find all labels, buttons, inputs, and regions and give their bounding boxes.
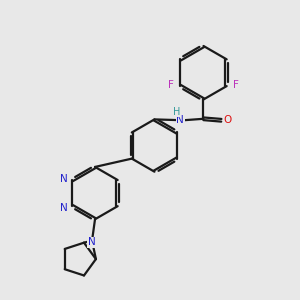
Text: N: N bbox=[88, 237, 95, 247]
Text: F: F bbox=[169, 80, 174, 90]
Text: N: N bbox=[176, 115, 184, 125]
Text: O: O bbox=[224, 115, 232, 125]
Text: H: H bbox=[173, 107, 180, 117]
Text: F: F bbox=[232, 80, 238, 90]
Text: N: N bbox=[60, 203, 68, 213]
Text: N: N bbox=[60, 173, 68, 184]
